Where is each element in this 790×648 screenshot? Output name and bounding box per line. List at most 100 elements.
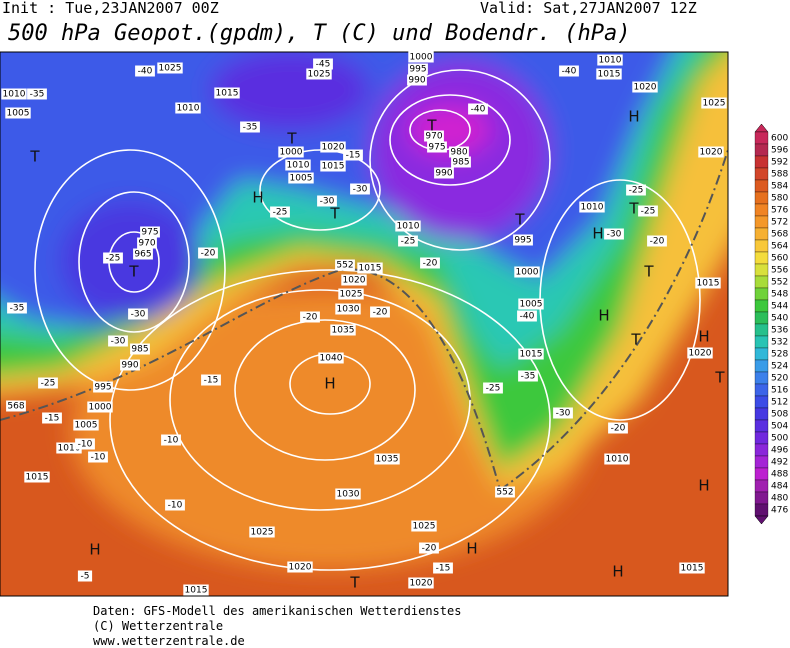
colorbar-segment [754,263,769,277]
label-box [411,520,437,532]
contour-label: 1020 [634,83,657,93]
contour-label: 1005 [75,421,98,431]
high-pressure-label: H [466,540,477,558]
contour-label: 1020 [700,148,723,158]
label-box [468,103,488,115]
contour-label: -20 [201,249,216,259]
label-box [1,88,27,100]
colorbar-segment [754,479,769,493]
colorbar-label: 584 [771,182,788,192]
init-time: Init : Tue,23JAN2007 00Z [2,0,219,17]
label-box [427,141,447,153]
high-pressure-label: H [592,225,603,243]
colorbar-label: 552 [771,278,788,288]
label-box [240,121,260,133]
label-box [108,335,128,347]
label-box [75,438,95,450]
contour-label: -35 [30,90,45,100]
contour-label: 995 [514,236,531,246]
colorbar-segment [754,239,769,253]
label-box [38,377,58,389]
colorbar-segment [754,407,769,421]
colorbar-segment [754,371,769,385]
contour-label: 1030 [337,305,360,315]
contour-label: 568 [7,402,24,412]
contour-label: -15 [45,414,60,424]
colorbar-label: 484 [771,482,788,492]
label-box [434,167,454,179]
label-box [518,370,538,382]
label-box [679,562,705,574]
label-box [161,434,181,446]
contour-label: 1010 [3,90,26,100]
colorbar-segment [754,215,769,229]
contour-label: 1025 [159,64,182,74]
contour-label: 990 [121,361,138,371]
label-box [73,419,99,431]
label-box [183,584,209,596]
colorbar-label: 556 [771,266,788,276]
label-box [408,63,428,75]
contour-label: -25 [106,254,121,264]
high-pressure-label: H [698,328,709,346]
contour-label: 1010 [581,203,604,213]
label-box [317,195,337,207]
contour-label: 1025 [251,528,274,538]
label-box [5,107,31,119]
colorbar-cap [754,123,769,133]
label-box [553,407,573,419]
contour-label: 970 [425,132,442,142]
contour-label: 1000 [516,268,539,278]
low-pressure-label: T [286,130,297,148]
colorbar-segment [754,503,769,517]
contour-label: -10 [164,436,179,446]
colorbar-segment [754,143,769,157]
colorbar-segment [754,203,769,217]
contour-label: 1020 [343,276,366,286]
colorbar-segment [754,251,769,265]
colorbar-segment [754,395,769,409]
contour-label: -35 [243,123,258,133]
label-box [449,146,469,158]
contour-label: -20 [423,259,438,269]
label-box [175,102,201,114]
valid-time: Valid: Sat,27JAN2007 12Z [480,0,697,17]
label-box [647,235,667,247]
label-box [214,87,240,99]
contour-label: 1015 [681,564,704,574]
colorbar-segment [754,311,769,325]
contour-label: 552 [336,261,353,271]
contour-label: 1010 [606,455,629,465]
colorbar-label: 596 [771,146,788,156]
label-box [395,220,421,232]
colorbar-label: 548 [771,290,788,300]
colorbar-label: 540 [771,314,788,324]
contour-label: 552 [496,488,513,498]
contour-label: 1030 [337,490,360,500]
contour-label: 1015 [598,70,621,80]
contour-label: -30 [607,230,622,240]
label-box [350,183,370,195]
colorbar-segment [754,335,769,349]
label-box [419,542,439,554]
low-pressure-label: T [426,117,437,135]
label-box [695,277,721,289]
label-box [137,237,157,249]
label-box [7,302,27,314]
label-box [24,471,50,483]
label-box [632,81,658,93]
contour-label: -25 [629,186,644,196]
label-box [27,88,47,100]
contour-label: 1005 [290,174,313,184]
contour-label: 975 [428,143,445,153]
label-box [157,62,183,74]
high-pressure-label: H [612,563,623,581]
label-box [287,561,313,573]
label-box [320,160,346,172]
contour-label: 1015 [216,89,239,99]
colorbar-segment [754,275,769,289]
contour-label: 1025 [703,99,726,109]
colorbar-label: 536 [771,326,788,336]
contour-label: 1020 [410,579,433,589]
